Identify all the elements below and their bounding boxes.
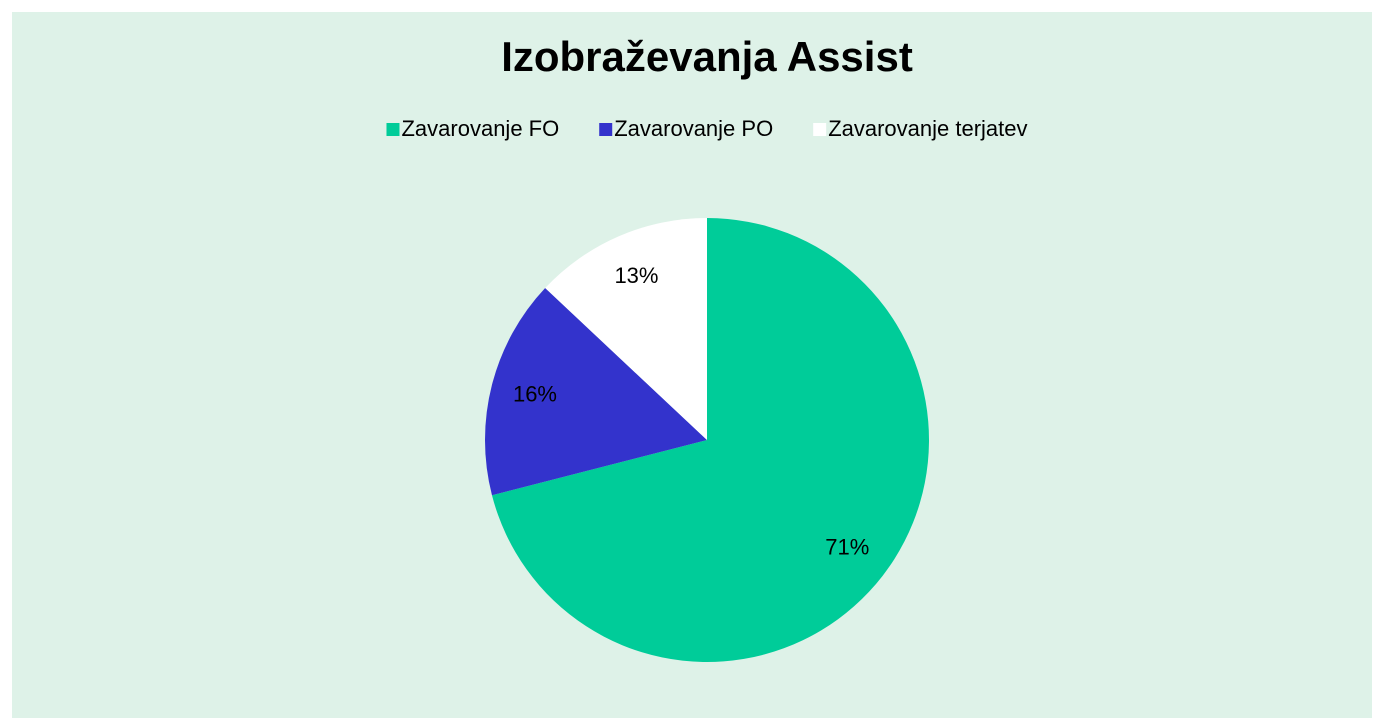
data-label: 71% xyxy=(825,535,869,560)
legend: Zavarovanje FO Zavarovanje PO Zavarovanje … xyxy=(386,116,1028,141)
pie-slice xyxy=(491,218,929,662)
legend-label: Zavarovanje FO xyxy=(401,116,559,141)
legend-swatch xyxy=(813,123,827,136)
pie-slice xyxy=(545,218,707,440)
legend-label: Zavarovanje PO xyxy=(614,116,773,141)
legend-swatch xyxy=(599,123,613,136)
pie-slice xyxy=(485,288,707,496)
legend-label: Zavarovanje terjatev xyxy=(828,116,1027,141)
data-label: 16% xyxy=(513,382,557,407)
legend-swatch xyxy=(386,123,400,136)
data-label: 13% xyxy=(614,263,658,288)
chart-title: Izobraževanja Assist xyxy=(501,33,913,80)
